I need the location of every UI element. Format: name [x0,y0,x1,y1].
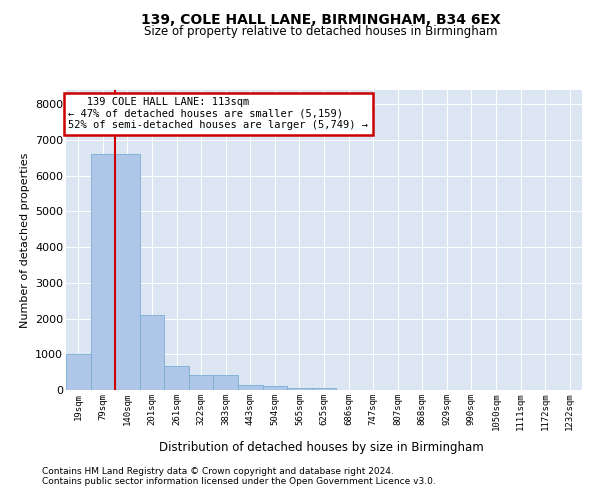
Text: Contains HM Land Registry data © Crown copyright and database right 2024.: Contains HM Land Registry data © Crown c… [42,467,394,476]
Bar [238,384,263,390]
Text: Distribution of detached houses by size in Birmingham: Distribution of detached houses by size … [158,441,484,454]
Bar [91,154,115,390]
Bar [189,375,214,390]
Text: 139 COLE HALL LANE: 113sqm
← 47% of detached houses are smaller (5,159)
52% of s: 139 COLE HALL LANE: 113sqm ← 47% of deta… [68,97,368,130]
Bar [140,315,164,390]
Bar [214,375,238,390]
Bar [66,354,91,390]
Bar [263,386,287,390]
Bar [115,154,140,390]
Bar [312,388,336,390]
Y-axis label: Number of detached properties: Number of detached properties [20,152,29,328]
Text: 139, COLE HALL LANE, BIRMINGHAM, B34 6EX: 139, COLE HALL LANE, BIRMINGHAM, B34 6EX [141,12,501,26]
Text: Size of property relative to detached houses in Birmingham: Size of property relative to detached ho… [144,25,498,38]
Bar [164,366,189,390]
Text: Contains public sector information licensed under the Open Government Licence v3: Contains public sector information licen… [42,477,436,486]
Bar [287,388,312,390]
